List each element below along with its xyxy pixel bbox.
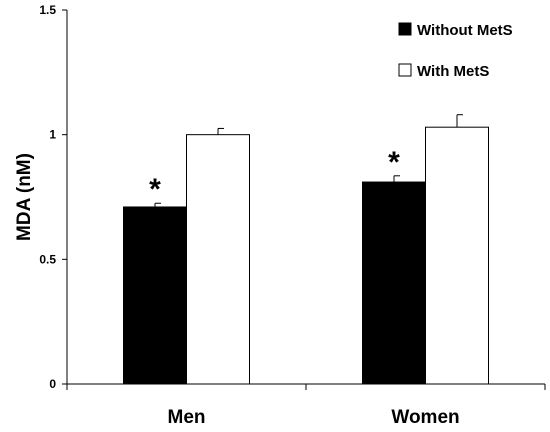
bar: [186, 134, 250, 385]
legend-label: With MetS: [417, 63, 489, 80]
legend-swatch: [398, 63, 412, 77]
y-tick-label: 1.5: [39, 3, 56, 17]
x-axis: Men Women: [66, 383, 546, 428]
y-axis-ticks: 0 0.5 1 1.5: [39, 3, 68, 391]
significance-marker: *: [388, 146, 400, 179]
y-axis-title: MDA (nM): [14, 153, 35, 241]
y-tick-label: 1: [49, 128, 56, 142]
significance-marker: *: [149, 173, 161, 206]
bar: [362, 181, 426, 385]
x-category-label: Men: [168, 407, 206, 428]
bar: [425, 126, 489, 385]
y-tick-label: 0.5: [39, 252, 56, 266]
bars: **: [123, 114, 489, 385]
legend-label: Without MetS: [417, 22, 513, 39]
x-category-label: Women: [391, 407, 459, 428]
legend-swatch: [398, 22, 412, 36]
legend: Without MetS With MetS: [398, 22, 513, 80]
bar: [123, 206, 187, 385]
y-tick-label: 0: [49, 377, 56, 391]
